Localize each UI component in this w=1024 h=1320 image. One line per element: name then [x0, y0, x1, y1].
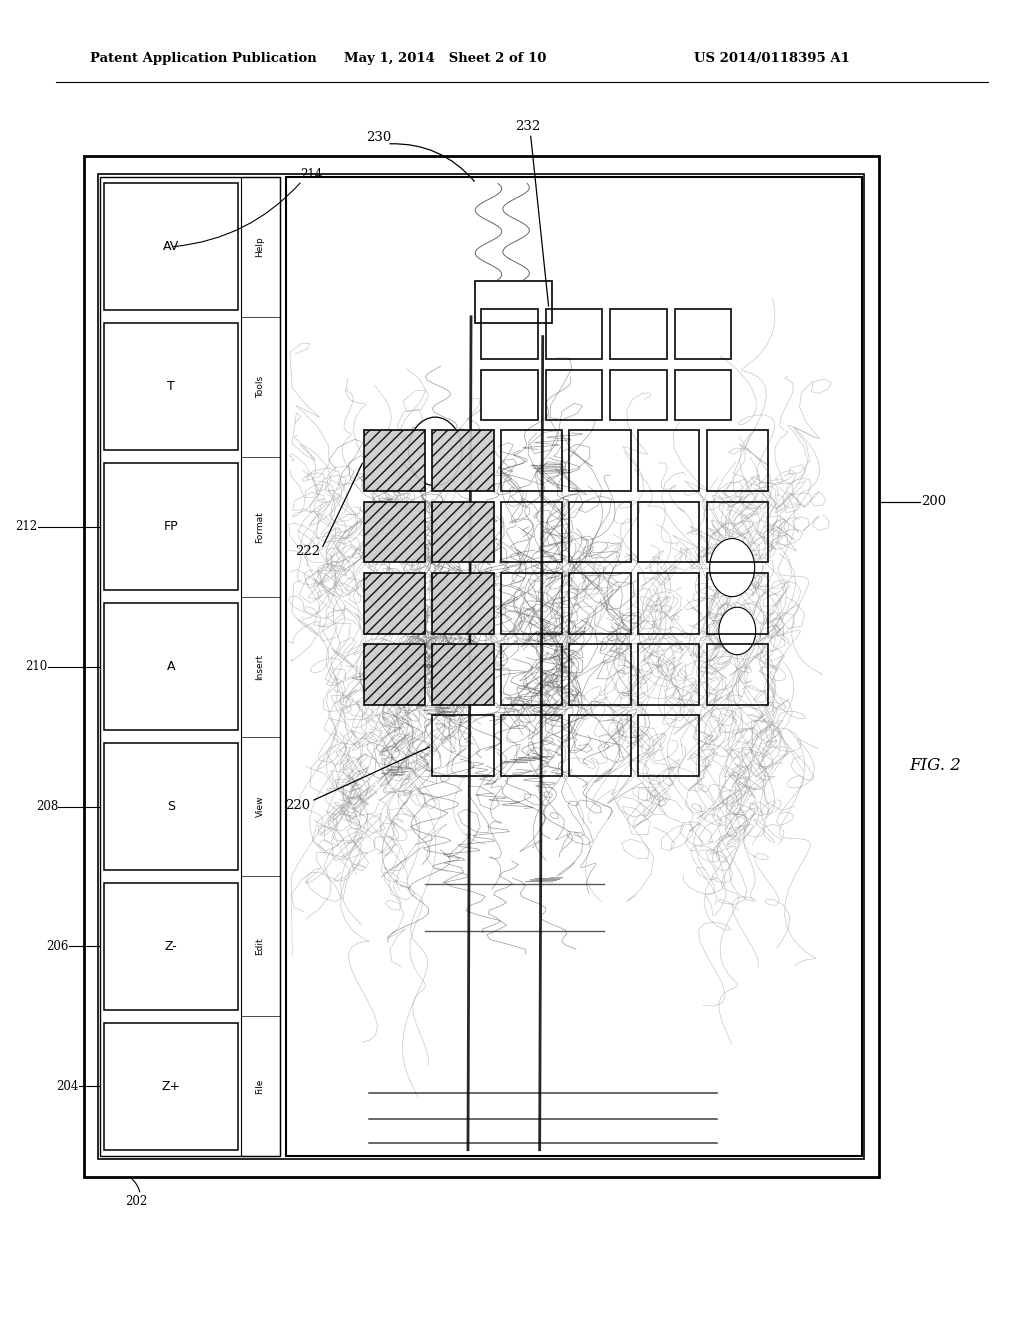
Bar	[610, 370, 667, 420]
Text: FP: FP	[164, 520, 178, 533]
Bar	[481, 370, 538, 420]
Text: FIG. 2: FIG. 2	[909, 758, 962, 774]
Bar	[569, 573, 631, 634]
Text: Patent Application Publication: Patent Application Publication	[90, 51, 316, 65]
Text: 222: 222	[295, 545, 321, 558]
Text: 206: 206	[46, 940, 69, 953]
Bar	[675, 370, 731, 420]
Bar	[501, 715, 562, 776]
Bar	[501, 430, 562, 491]
Text: S: S	[167, 800, 175, 813]
Bar	[638, 573, 699, 634]
Bar	[707, 573, 768, 634]
Bar	[475, 281, 552, 323]
Bar	[286, 177, 862, 1156]
Bar	[104, 323, 238, 450]
Bar	[546, 309, 602, 359]
Text: 210: 210	[26, 660, 48, 673]
Text: 220: 220	[285, 799, 310, 812]
Bar	[364, 573, 425, 634]
Bar	[432, 430, 494, 491]
Bar	[364, 644, 425, 705]
Circle shape	[409, 417, 462, 486]
Bar	[432, 715, 494, 776]
Circle shape	[710, 539, 755, 597]
Bar	[546, 370, 602, 420]
Text: View: View	[256, 796, 264, 817]
Text: Z-: Z-	[165, 940, 177, 953]
Text: 202: 202	[125, 1195, 147, 1208]
Text: T: T	[167, 380, 175, 393]
Bar	[501, 573, 562, 634]
Text: May 1, 2014   Sheet 2 of 10: May 1, 2014 Sheet 2 of 10	[344, 51, 547, 65]
Bar	[432, 502, 494, 562]
Bar	[501, 502, 562, 562]
Circle shape	[719, 607, 756, 655]
Text: 232: 232	[515, 120, 540, 133]
Bar	[638, 644, 699, 705]
Text: 214: 214	[300, 168, 323, 181]
Text: Help: Help	[256, 236, 264, 257]
Bar	[104, 883, 238, 1010]
Bar	[707, 502, 768, 562]
Bar	[675, 309, 731, 359]
Text: Insert: Insert	[256, 653, 264, 680]
Text: 212: 212	[15, 520, 38, 533]
Text: AV: AV	[163, 240, 179, 253]
Bar	[84, 156, 879, 1177]
Bar	[638, 430, 699, 491]
Bar	[104, 603, 238, 730]
Text: 200: 200	[922, 495, 947, 508]
Bar	[100, 177, 280, 1156]
Bar	[707, 430, 768, 491]
Bar	[638, 715, 699, 776]
Text: Z+: Z+	[162, 1080, 180, 1093]
Bar	[610, 309, 667, 359]
Bar	[364, 430, 425, 491]
Bar	[569, 502, 631, 562]
Bar	[569, 430, 631, 491]
Bar	[501, 644, 562, 705]
Text: File: File	[256, 1078, 264, 1094]
Text: A: A	[167, 660, 175, 673]
Bar	[98, 174, 864, 1159]
Bar	[569, 715, 631, 776]
Bar	[569, 644, 631, 705]
Bar	[707, 644, 768, 705]
Bar	[104, 183, 238, 310]
Bar	[638, 502, 699, 562]
Text: Format: Format	[256, 511, 264, 543]
Bar	[432, 573, 494, 634]
Text: 208: 208	[36, 800, 58, 813]
Bar	[432, 644, 494, 705]
Text: Tools: Tools	[256, 376, 264, 397]
Text: 230: 230	[367, 131, 391, 144]
Text: Edit: Edit	[256, 937, 264, 956]
Bar	[364, 502, 425, 562]
Text: US 2014/0118395 A1: US 2014/0118395 A1	[694, 51, 850, 65]
Bar	[481, 309, 538, 359]
Bar	[104, 1023, 238, 1150]
Bar	[241, 177, 280, 1156]
Bar	[104, 463, 238, 590]
Bar	[104, 743, 238, 870]
Text: 204: 204	[56, 1080, 79, 1093]
